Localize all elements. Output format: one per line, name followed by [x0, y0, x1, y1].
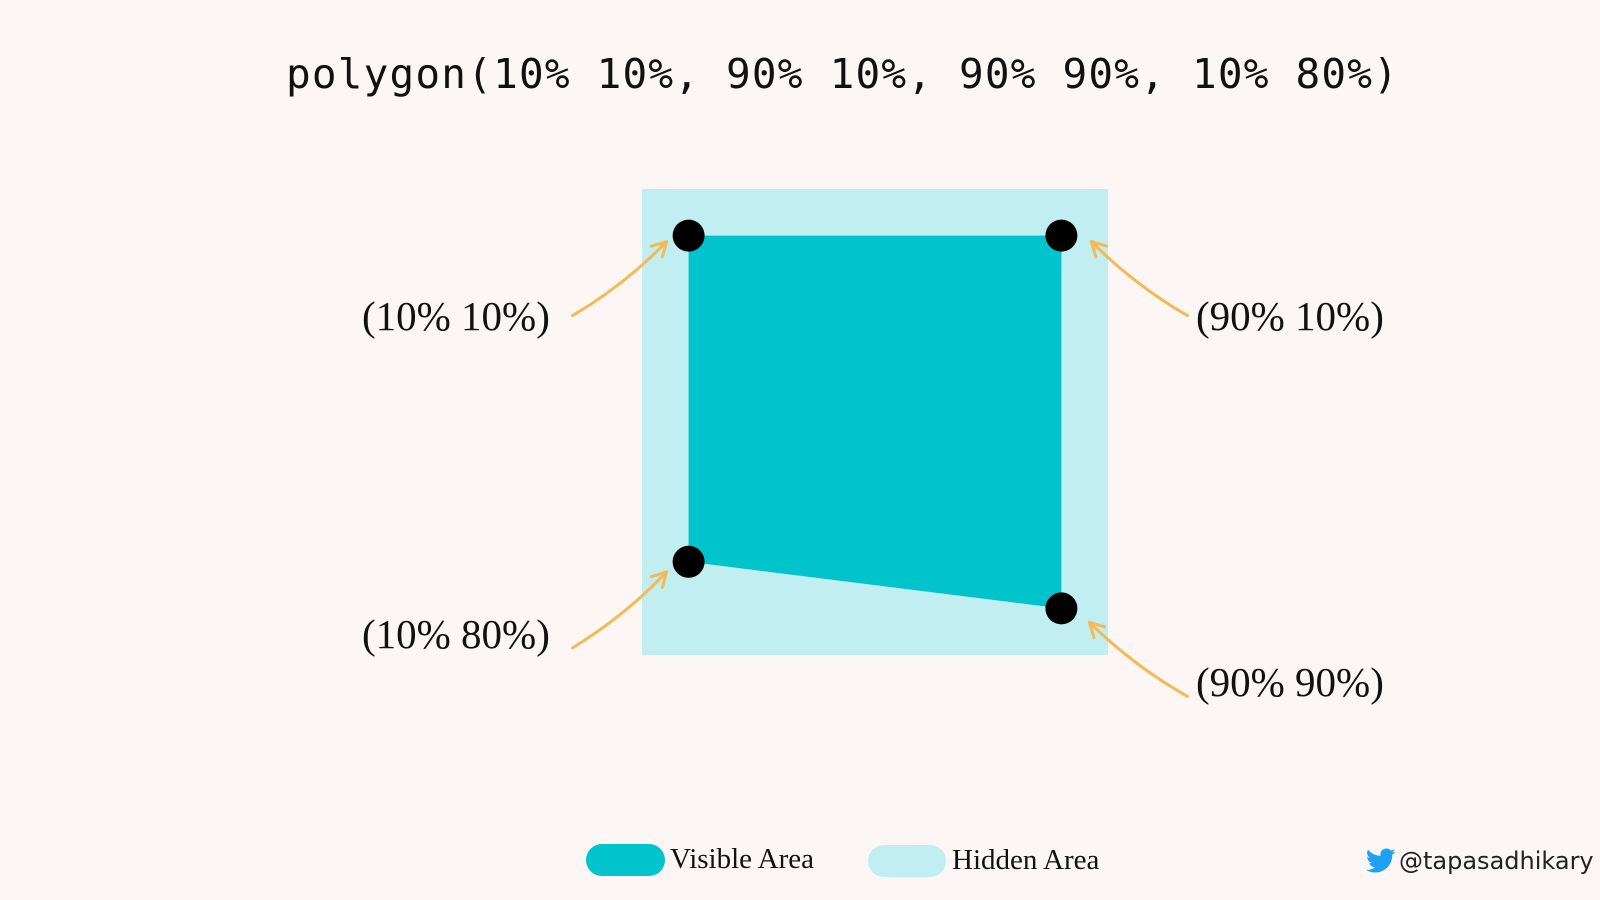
visible-area-swatch	[586, 844, 665, 876]
arrow-br	[1087, 620, 1189, 698]
hidden-area-legend-label: Hidden Area	[952, 844, 1100, 876]
author-credit[interactable]: @tapasadhikary	[1366, 847, 1594, 875]
arrow-head-tl	[649, 240, 669, 259]
hidden-area-swatch	[868, 845, 946, 877]
twitter-bird-icon	[1366, 848, 1396, 873]
arrow-bl	[571, 570, 669, 650]
arrow-head-br	[1087, 620, 1107, 640]
twitter-handle: @tapasadhikary	[1399, 847, 1594, 875]
annotation-arrows	[571, 240, 1189, 698]
vertex-label-bottom-right: (90% 90%)	[1196, 659, 1384, 705]
vertex-dot-tr	[1045, 219, 1078, 252]
vertex-label-top-left: (10% 10%)	[362, 293, 550, 339]
vertex-dot-bl	[672, 545, 705, 578]
visible-area-polygon	[688, 235, 1062, 609]
arrow-head-tr	[1089, 240, 1109, 259]
vertex-label-bottom-left: (10% 80%)	[362, 611, 550, 657]
arrow-tr	[1089, 240, 1189, 318]
arrow-tl	[571, 240, 669, 318]
vertex-markers	[672, 219, 1078, 625]
code-heading: polygon(10% 10%, 90% 10%, 90% 90%, 10% 8…	[286, 50, 1400, 98]
arrow-head-bl	[649, 570, 669, 589]
vertex-dot-tl	[672, 219, 705, 252]
visible-area-legend-label: Visible Area	[670, 843, 815, 875]
vertex-dot-br	[1045, 592, 1078, 625]
vertex-label-top-right: (90% 10%)	[1196, 293, 1384, 339]
